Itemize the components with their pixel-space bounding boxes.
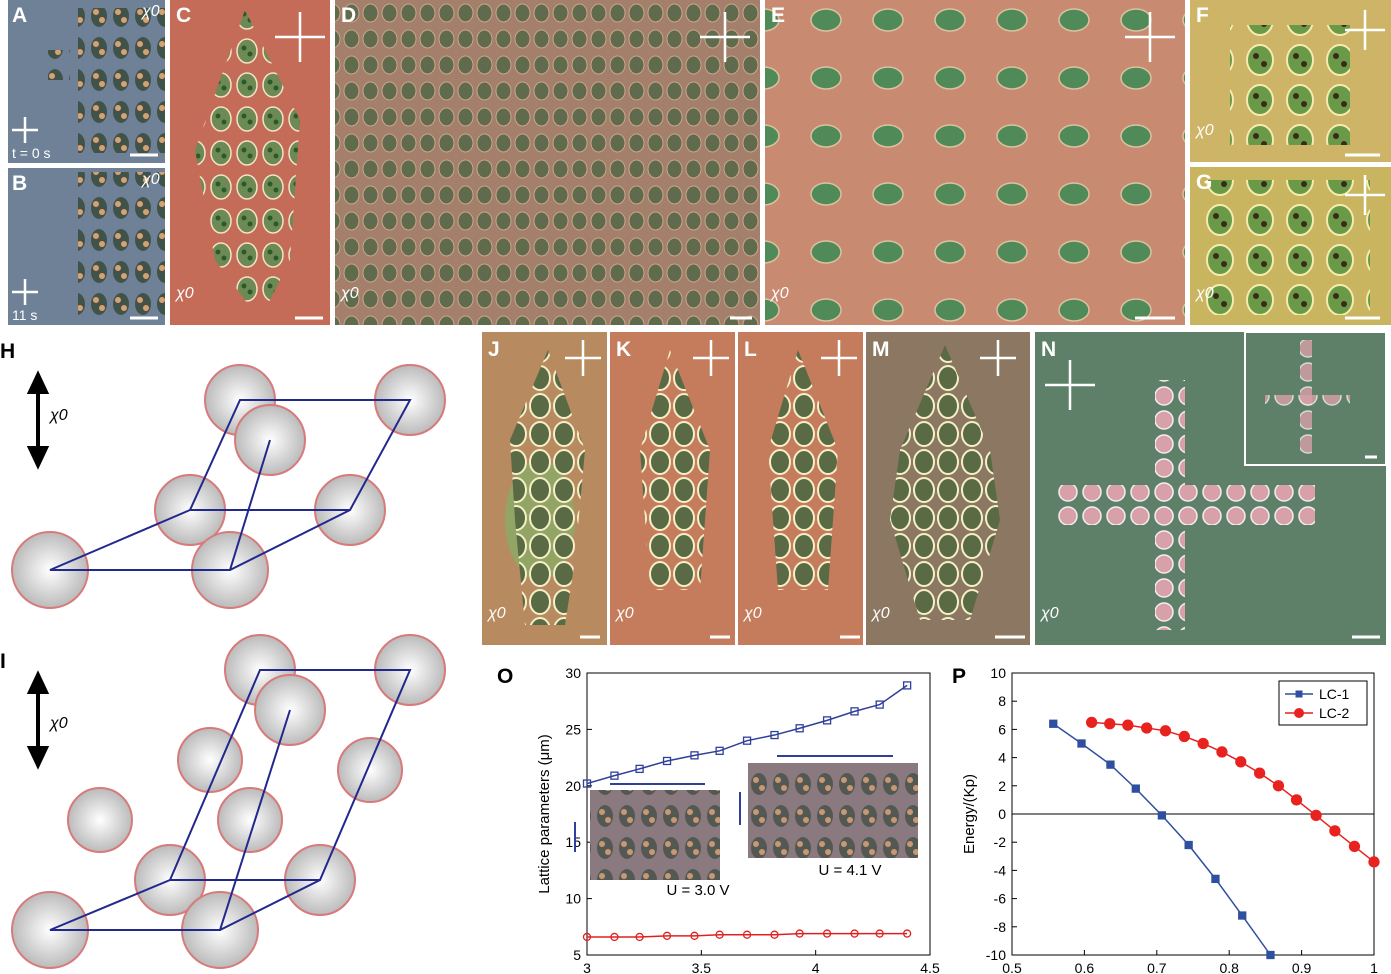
inset-pattern xyxy=(590,790,720,880)
y-tick-label: 5 xyxy=(573,947,581,963)
chi-symbol: χ0 xyxy=(174,285,194,302)
y-tick-label: -10 xyxy=(986,947,1006,963)
y-tick-label: 2 xyxy=(998,778,1006,794)
panel-label: G xyxy=(1196,171,1212,194)
marker xyxy=(1273,781,1283,791)
chi-symbol: χ0 xyxy=(1039,605,1059,622)
chi-symbol: χ0 xyxy=(140,171,160,188)
x-tick-label: 0.6 xyxy=(1075,960,1095,974)
marker xyxy=(1132,785,1139,792)
marker xyxy=(1292,795,1302,805)
panel-label: C xyxy=(176,4,191,27)
x-tick-label: 4.5 xyxy=(920,960,940,974)
y-tick-label: 0 xyxy=(998,806,1006,822)
panel-label: H xyxy=(0,340,15,363)
panel-label: L xyxy=(744,338,757,361)
inset-pattern xyxy=(748,763,918,858)
panel-label: P xyxy=(952,665,966,688)
panel-label: O xyxy=(497,665,513,688)
y-tick-label: -8 xyxy=(994,919,1007,935)
marker xyxy=(1236,757,1246,767)
chi-symbol: χ0 xyxy=(48,715,68,732)
y-tick-label: 30 xyxy=(565,665,581,681)
marker xyxy=(1330,826,1340,836)
figure: A B C D E F G H I J K L M Nχ0 χ0 χ0 χ0 χ0 χ0 χ0 χ0 χ0 χ0 χ0 χ0 χ0… xyxy=(0,0,1391,974)
y-tick-label: 6 xyxy=(998,721,1006,737)
annotation: U = 4.1 V xyxy=(819,862,882,879)
marker xyxy=(1050,720,1057,727)
x-tick-label: 1 xyxy=(1370,960,1378,974)
chi-symbol: χ0 xyxy=(486,605,506,622)
marker xyxy=(1179,731,1189,741)
marker xyxy=(1142,723,1152,733)
chi-symbol: χ0 xyxy=(742,605,762,622)
panel-label: K xyxy=(616,338,631,361)
panel-label: A xyxy=(12,4,27,27)
panel-label: J xyxy=(488,338,500,361)
marker xyxy=(1160,726,1170,736)
chi-symbol: χ0 xyxy=(769,285,789,302)
marker xyxy=(1369,857,1379,867)
marker xyxy=(1107,761,1114,768)
marker xyxy=(1255,768,1265,778)
marker xyxy=(1078,740,1085,747)
y-axis-label: Lattice parameters (μm) xyxy=(536,734,553,894)
y-tick-label: 10 xyxy=(990,665,1006,681)
x-tick-label: 0.7 xyxy=(1147,960,1167,974)
marker xyxy=(1311,810,1321,820)
time-label: t = 0 s xyxy=(12,145,51,161)
marker xyxy=(1212,875,1219,882)
marker xyxy=(1198,739,1208,749)
marker xyxy=(1158,812,1165,819)
time-label: 11 s xyxy=(12,307,37,323)
marker xyxy=(1105,719,1115,729)
x-tick-label: 3 xyxy=(583,960,591,974)
x-tick-label: 0.8 xyxy=(1219,960,1239,974)
y-tick-label: 8 xyxy=(998,693,1006,709)
chi-symbol: χ0 xyxy=(870,605,890,622)
legend-label: LC-1 xyxy=(1319,686,1350,702)
chi-symbol: χ0 xyxy=(140,3,160,20)
panel-label: M xyxy=(872,338,890,361)
y-tick-label: 15 xyxy=(565,834,581,850)
legend-label: LC-2 xyxy=(1319,705,1350,721)
chi-symbol: χ0 xyxy=(614,605,634,622)
chi-symbol: χ0 xyxy=(48,407,68,424)
marker xyxy=(1349,841,1359,851)
y-tick-label: 20 xyxy=(565,778,581,794)
annotation: U = 3.0 V xyxy=(667,882,730,899)
marker xyxy=(1239,912,1246,919)
chi-symbol: χ0 xyxy=(1194,122,1214,139)
marker xyxy=(1123,720,1133,730)
panel-label: E xyxy=(771,4,785,27)
panel-label: I xyxy=(0,650,6,673)
panel-label: D xyxy=(341,4,356,27)
chi-symbol: χ0 xyxy=(339,285,359,302)
lattice-schematics xyxy=(12,365,445,968)
y-tick-label: 25 xyxy=(565,721,581,737)
y-tick-label: 4 xyxy=(998,750,1006,766)
marker xyxy=(1267,952,1274,959)
x-tick-label: 3.5 xyxy=(692,960,712,974)
panel-label: B xyxy=(12,172,27,195)
y-axis-label: Energy/(Kp) xyxy=(961,774,978,854)
x-tick-label: 0.9 xyxy=(1292,960,1312,974)
y-tick-label: 10 xyxy=(565,891,581,907)
y-tick-label: -6 xyxy=(994,891,1007,907)
legend-marker xyxy=(1296,691,1303,698)
marker xyxy=(1185,842,1192,849)
marker xyxy=(1087,717,1097,727)
chi-symbol: χ0 xyxy=(1194,285,1214,302)
chart: O33.544.551015202530U (V)Lattice paramet… xyxy=(497,665,940,974)
legend-marker xyxy=(1294,708,1304,718)
panel-label: F xyxy=(1196,4,1209,27)
y-tick-label: -2 xyxy=(994,834,1007,850)
y-tick-label: -4 xyxy=(994,862,1007,878)
x-tick-label: 4 xyxy=(812,960,820,974)
marker xyxy=(1217,747,1227,757)
panel-label: N xyxy=(1041,338,1056,361)
